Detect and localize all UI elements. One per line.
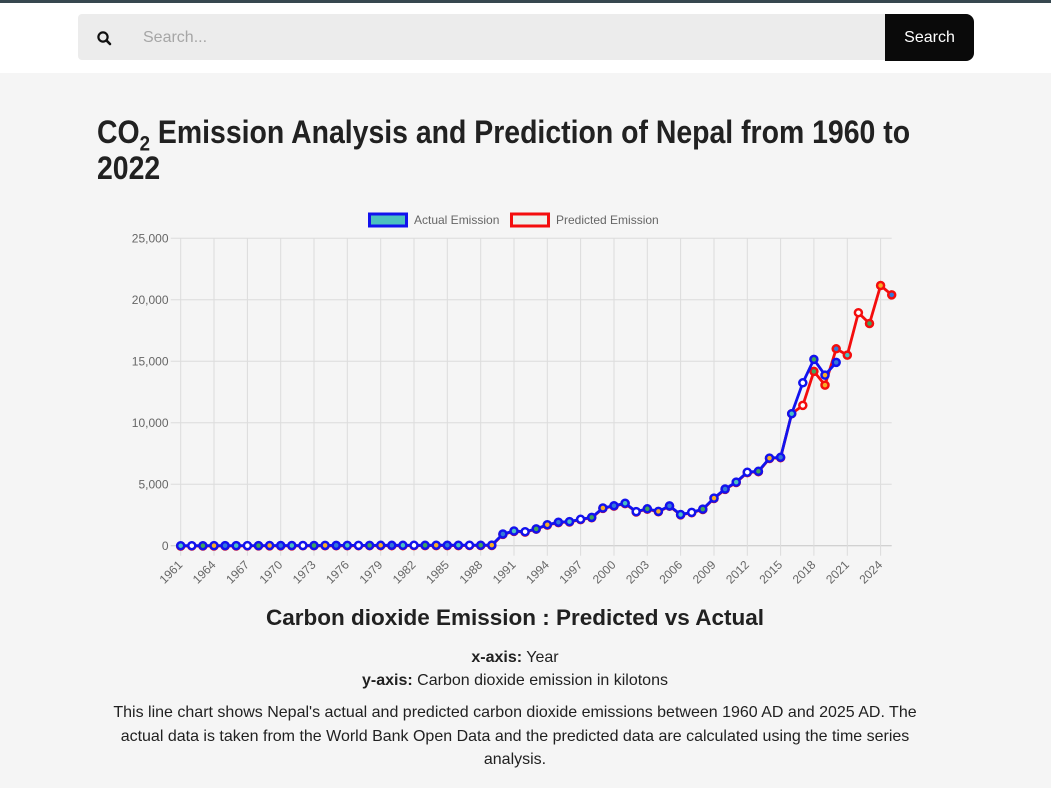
svg-text:2006: 2006 [656,557,685,586]
svg-text:0: 0 [162,539,169,553]
svg-text:1982: 1982 [390,557,419,586]
svg-text:1961: 1961 [157,557,186,586]
svg-text:1973: 1973 [290,557,319,586]
svg-text:1967: 1967 [223,557,252,586]
svg-text:1985: 1985 [423,557,452,586]
svg-text:1997: 1997 [556,557,585,586]
svg-text:5,000: 5,000 [138,478,168,492]
svg-text:Actual Emission: Actual Emission [414,213,499,227]
svg-text:1994: 1994 [523,557,552,586]
svg-text:2012: 2012 [723,557,752,586]
svg-text:1964: 1964 [190,557,219,586]
svg-text:2000: 2000 [590,557,619,586]
svg-text:2015: 2015 [756,557,785,586]
svg-text:1979: 1979 [357,557,386,586]
svg-text:10,000: 10,000 [132,416,169,430]
svg-text:1976: 1976 [323,557,352,586]
svg-text:2018: 2018 [790,557,819,586]
svg-text:2009: 2009 [690,557,719,586]
svg-text:1991: 1991 [490,557,519,586]
svg-text:2003: 2003 [623,557,652,586]
svg-text:20,000: 20,000 [132,293,169,307]
svg-text:1988: 1988 [457,557,486,586]
svg-text:15,000: 15,000 [132,355,169,369]
svg-text:2021: 2021 [823,557,852,586]
svg-text:1970: 1970 [257,557,286,586]
svg-text:2024: 2024 [856,557,885,586]
svg-text:25,000: 25,000 [132,232,169,246]
svg-text:Predicted Emission: Predicted Emission [556,213,659,227]
